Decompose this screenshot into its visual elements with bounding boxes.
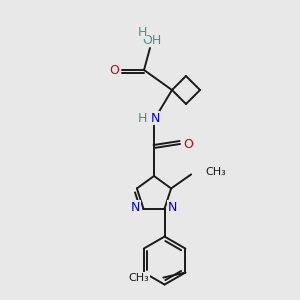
Text: OH: OH (142, 34, 162, 46)
Text: H: H (137, 112, 147, 124)
Text: N: N (168, 201, 177, 214)
Text: O: O (109, 64, 119, 76)
Text: CH₃: CH₃ (129, 273, 149, 283)
Text: H: H (137, 26, 147, 38)
Text: N: N (131, 201, 140, 214)
Text: CH₃: CH₃ (205, 167, 226, 177)
Text: N: N (150, 112, 160, 124)
Text: O: O (183, 137, 193, 151)
